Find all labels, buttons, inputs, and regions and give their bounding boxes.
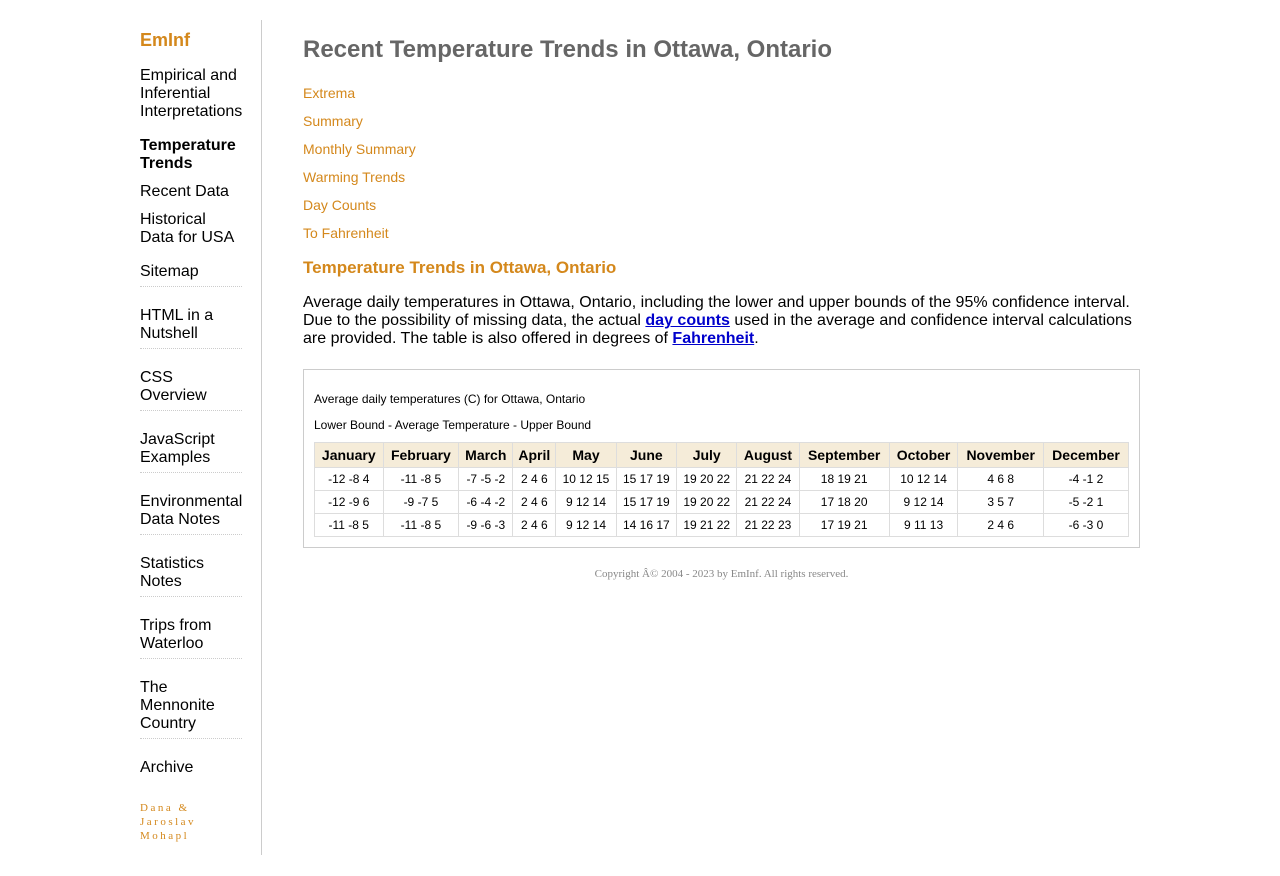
sidebar-item-environmental-notes[interactable]: Environmental Data Notes [140,493,243,528]
header-january: January [314,442,384,468]
toc-link-monthly-summary[interactable]: Monthly Summary [303,141,416,157]
table-cell: 2 4 6 [512,490,557,514]
table-cell: -9 -7 5 [382,490,460,514]
table-cell: 19 21 22 [676,513,738,537]
sidebar-divider [140,596,242,597]
sidebar-divider [140,738,242,739]
table-cell: -12 -8 4 [314,467,384,491]
intro-paragraph: Average daily temperatures in Ottawa, On… [303,294,1143,348]
intro-text-3: . [754,330,759,347]
table-row: -11 -8 5 -11 -8 5 -9 -6 -3 2 4 6 9 12 14… [314,513,1129,537]
table-cell: 21 22 24 [736,490,800,514]
toc-link-summary[interactable]: Summary [303,113,363,129]
header-april: April [512,442,557,468]
intro-text-2: used in the average and confidence inter… [303,312,1132,347]
sidebar-divider [140,348,242,349]
table-cell: 18 19 21 [798,467,890,491]
header-december: December [1043,442,1129,468]
sidebar-item-trips-waterloo[interactable]: Trips from Waterloo [140,617,212,652]
table-cell: 2 4 6 [512,467,557,491]
table-cell: 21 22 24 [736,467,800,491]
table-cell: 4 6 8 [957,467,1045,491]
table-cell: 17 18 20 [798,490,890,514]
table-cell: 2 4 6 [957,513,1045,537]
author-signature: Dana & Jaroslav Mohapl [140,802,197,842]
table-cell: 3 5 7 [957,490,1045,514]
table-cell: 9 11 13 [888,513,959,537]
sidebar-item-temperature-trends[interactable]: Temperature Trends [140,137,236,172]
day-counts-link[interactable]: day counts [645,312,730,329]
sidebar-item-css-overview[interactable]: CSS Overview [140,369,207,404]
sidebar-item-statistics-notes[interactable]: Statistics Notes [140,555,205,590]
sidebar-divider [140,534,242,535]
table-cell: 9 12 14 [555,490,617,514]
section-title: Temperature Trends in Ottawa, Ontario [303,258,617,277]
header-august: August [736,442,800,468]
header-february: February [382,442,460,468]
page-title: Recent Temperature Trends in Ottawa, Ont… [303,36,833,63]
table-cell: -6 -3 0 [1043,513,1129,537]
sidebar-divider [140,410,242,411]
sidebar-item-archive[interactable]: Archive [140,759,194,776]
table-cell: -11 -8 5 [314,513,384,537]
copyright-notice: Copyright Â© 2004 - 2023 by EmInf. All r… [594,568,849,580]
header-june: June [615,442,678,468]
sidebar-divider [140,472,242,473]
table-cell: 19 20 22 [676,490,738,514]
table-row: -12 -9 6 -9 -7 5 -6 -4 -2 2 4 6 9 12 14 … [314,490,1129,514]
table-cell: 2 4 6 [512,513,557,537]
brand-link[interactable]: EmInf [140,30,191,50]
header-october: October [888,442,959,468]
table-header-row: January February March April May June Ju… [314,442,1129,468]
toc-link-to-fahrenheit[interactable]: To Fahrenheit [303,225,389,241]
table-cell: 17 19 21 [798,513,890,537]
table-cell: -11 -8 5 [382,513,460,537]
header-may: May [555,442,617,468]
sidebar-item-recent-data[interactable]: Recent Data [140,183,229,200]
sidebar-divider [140,658,242,659]
table-cell: -4 -1 2 [1043,467,1129,491]
header-september: September [798,442,890,468]
table-row: -12 -8 4 -11 -8 5 -7 -5 -2 2 4 6 10 12 1… [314,467,1129,491]
table-cell: 19 20 22 [676,467,738,491]
table-legend: Lower Bound - Average Temperature - Uppe… [314,418,592,432]
table-cell: -7 -5 -2 [458,467,514,491]
table-cell: 21 22 23 [736,513,800,537]
sidebar-item-javascript-examples[interactable]: JavaScript Examples [140,431,215,466]
sidebar-item-historical-usa[interactable]: Historical Data for USA [140,211,235,246]
table-cell: 10 12 15 [555,467,617,491]
temperature-table-box: Average daily temperatures (C) for Ottaw… [303,369,1140,548]
toc-link-warming-trends[interactable]: Warming Trends [303,169,406,185]
table-cell: 9 12 14 [555,513,617,537]
table-cell: -12 -9 6 [314,490,384,514]
table-cell: -11 -8 5 [382,467,460,491]
sidebar-item-html-nutshell[interactable]: HTML in a Nutshell [140,307,214,342]
sidebar-item-mennonite-country[interactable]: The Mennonite Country [140,679,215,732]
sidebar-item-sitemap[interactable]: Sitemap [140,263,199,280]
sidebar-nav: EmInf Empirical and Inferential Interpre… [140,20,262,855]
toc-link-day-counts[interactable]: Day Counts [303,197,377,213]
table-cell: 10 12 14 [888,467,959,491]
table-cell: -9 -6 -3 [458,513,514,537]
table-cell: 15 17 19 [615,490,678,514]
intro-text-1: Average daily temperatures in Ottawa, On… [303,294,1130,329]
table-cell: -5 -2 1 [1043,490,1129,514]
sidebar-item-empirical-inferential[interactable]: Empirical and Inferential Interpretation… [140,67,243,120]
sidebar-divider [140,286,242,287]
temperature-table: January February March April May June Ju… [314,442,1129,537]
header-july: July [676,442,738,468]
table-cell: 15 17 19 [615,467,678,491]
header-november: November [957,442,1045,468]
table-cell: 14 16 17 [615,513,678,537]
fahrenheit-link[interactable]: Fahrenheit [672,330,755,347]
header-march: March [458,442,514,468]
table-cell: -6 -4 -2 [458,490,514,514]
toc-link-extrema[interactable]: Extrema [303,85,356,101]
table-cell: 9 12 14 [888,490,959,514]
table-caption: Average daily temperatures (C) for Ottaw… [314,392,586,406]
